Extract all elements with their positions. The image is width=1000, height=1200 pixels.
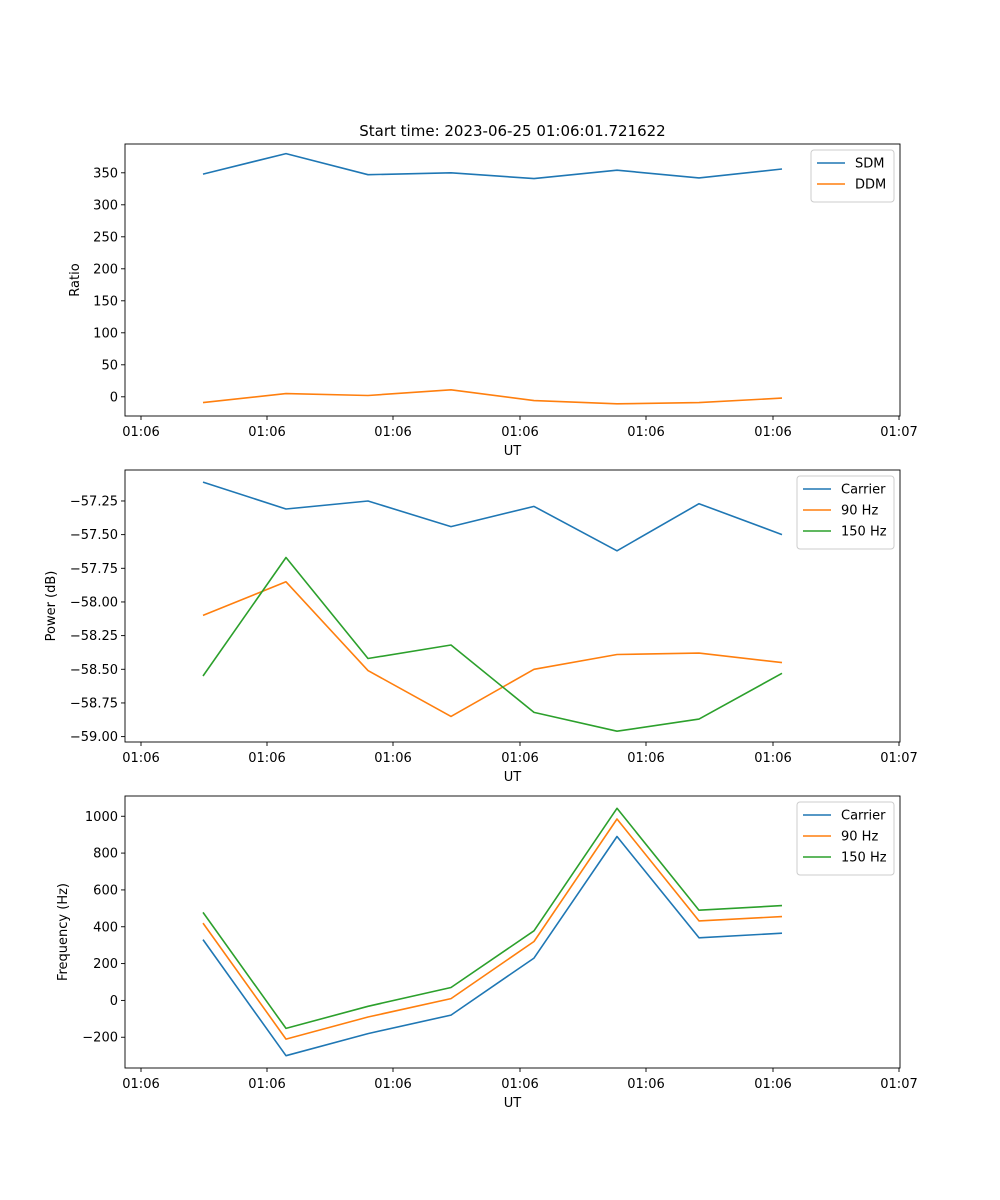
x-tick-label: 01:06 [374, 425, 411, 440]
y-tick-label: 1000 [85, 810, 118, 825]
x-tick-label: 01:07 [880, 1077, 917, 1092]
legend-label: Carrier [841, 809, 886, 824]
y-tick-label: 300 [93, 198, 118, 213]
series-line-1 [202, 835, 783, 1057]
y-tick-label: 150 [93, 294, 118, 309]
y-tick-label: −58.75 [70, 696, 118, 711]
subplots: 01:06 01:06 01:06 01:06 01:06 01:06 01:07 0 50 10… [44, 143, 918, 1111]
y-tick-label: −57.75 [70, 562, 118, 577]
legend: Carrier 90 Hz 150 Hz [796, 475, 895, 550]
series-line-2 [202, 580, 783, 718]
y-tick-label: 0 [110, 390, 118, 405]
legend-label: 150 Hz [841, 525, 887, 540]
axes-frame [124, 469, 901, 743]
subplot-2: 01:06 01:06 01:06 01:06 01:06 01:06 01:07 −57.2… [44, 469, 918, 785]
x-tick-label: 01:06 [122, 1077, 159, 1092]
y-tick-label: −57.25 [70, 494, 118, 509]
x-tick-label: 01:06 [501, 425, 538, 440]
y-tick-label: 600 [93, 883, 118, 898]
series-line-2 [202, 818, 783, 1040]
y-axis-label: Frequency (Hz) [56, 883, 71, 981]
legend-label: 90 Hz [841, 830, 878, 845]
y-tick-label: 100 [93, 326, 118, 341]
series-line-3 [202, 556, 783, 733]
y-tick-label: 250 [93, 230, 118, 245]
y-tick-label: −200 [82, 1031, 118, 1046]
y-tick-label: 400 [93, 920, 118, 935]
x-tick-label: 01:06 [374, 1077, 411, 1092]
figure-title: Start time: 2023-06-25 01:06:01.721622 [359, 122, 665, 140]
subplot-3: 01:06 01:06 01:06 01:06 01:06 01:06 01:07 −200 0… [56, 795, 918, 1111]
x-axis-label: UT [504, 1096, 522, 1111]
x-axis-label: UT [504, 444, 522, 459]
y-tick-label: −58.50 [70, 663, 118, 678]
legend-label: 150 Hz [841, 851, 887, 866]
legend-label: 90 Hz [841, 504, 878, 519]
y-tick-label: −57.50 [70, 528, 118, 543]
x-tick-label: 01:07 [880, 751, 917, 766]
x-tick-label: 01:06 [501, 751, 538, 766]
series-line-3 [202, 807, 783, 1030]
y-tick-label: 350 [93, 166, 118, 181]
series-line-1 [202, 481, 783, 552]
x-tick-label: 01:06 [627, 751, 664, 766]
y-tick-label: 0 [110, 994, 118, 1009]
x-tick-label: 01:06 [248, 425, 285, 440]
y-tick-label: 200 [93, 957, 118, 972]
x-tick-label: 01:06 [501, 1077, 538, 1092]
x-tick-label: 01:07 [880, 425, 917, 440]
y-tick-label: 200 [93, 262, 118, 277]
x-tick-label: 01:06 [754, 425, 791, 440]
legend-label: SDM [855, 157, 884, 172]
legend-label: DDM [855, 178, 886, 193]
x-tick-label: 01:06 [248, 1077, 285, 1092]
legend: Carrier 90 Hz 150 Hz [796, 801, 895, 876]
x-tick-label: 01:06 [754, 1077, 791, 1092]
y-tick-label: −58.00 [70, 595, 118, 610]
y-tick-label: 800 [93, 847, 118, 862]
legend-label: Carrier [841, 483, 886, 498]
x-tick-label: 01:06 [627, 1077, 664, 1092]
x-tick-label: 01:06 [627, 425, 664, 440]
series-line-1 [202, 152, 783, 180]
x-tick-label: 01:06 [122, 425, 159, 440]
x-tick-label: 01:06 [248, 751, 285, 766]
y-tick-label: −59.00 [70, 730, 118, 745]
y-tick-label: 50 [101, 358, 118, 373]
axes-frame [124, 143, 901, 417]
x-tick-label: 01:06 [122, 751, 159, 766]
x-axis-label: UT [504, 770, 522, 785]
x-tick-label: 01:06 [374, 751, 411, 766]
x-tick-label: 01:06 [754, 751, 791, 766]
subplot-1: 01:06 01:06 01:06 01:06 01:06 01:06 01:07 0 50 10… [68, 143, 918, 459]
y-axis-label: Power (dB) [44, 571, 59, 642]
y-axis-label: Ratio [68, 263, 83, 296]
axes-frame [124, 795, 901, 1069]
legend: SDM DDM [810, 149, 895, 203]
series-line-2 [202, 388, 783, 405]
y-tick-label: −58.25 [70, 629, 118, 644]
